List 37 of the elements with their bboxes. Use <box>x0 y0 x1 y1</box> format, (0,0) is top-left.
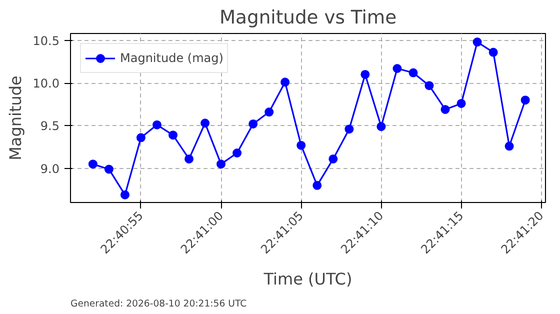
point <box>280 78 290 87</box>
y-tick-label: 9.0 <box>40 162 60 176</box>
point <box>152 120 162 130</box>
point <box>520 96 530 105</box>
x-axis-title: Time (UTC) <box>262 270 352 289</box>
point <box>200 118 210 128</box>
y-axis-title: Magnitude <box>6 76 25 160</box>
y-tick-label: 10.0 <box>32 76 60 91</box>
y-tick-label: 10.5 <box>32 34 60 48</box>
point <box>456 99 466 108</box>
point <box>488 48 498 57</box>
point <box>392 64 402 73</box>
point <box>376 122 386 132</box>
point <box>120 190 130 200</box>
point <box>264 108 274 117</box>
point <box>184 154 194 164</box>
point <box>248 119 258 128</box>
point <box>344 124 354 134</box>
point <box>168 130 178 140</box>
point <box>408 68 418 78</box>
point <box>312 180 322 190</box>
point <box>296 140 306 150</box>
point <box>232 148 242 158</box>
point <box>472 38 482 47</box>
point <box>504 142 514 151</box>
point <box>216 160 226 169</box>
chart-title: Magnitude vs Time <box>219 8 397 28</box>
point <box>88 160 98 169</box>
point <box>136 133 146 142</box>
point <box>104 164 114 174</box>
point <box>360 70 370 79</box>
text: Generated: 2026-08-10 20:21:56 UTC <box>70 298 247 310</box>
legend-label: Magnitude (mag) <box>120 51 224 65</box>
point <box>424 81 434 90</box>
point <box>328 154 338 164</box>
y-tick-label: 9.5 <box>40 119 60 134</box>
point <box>440 104 450 114</box>
